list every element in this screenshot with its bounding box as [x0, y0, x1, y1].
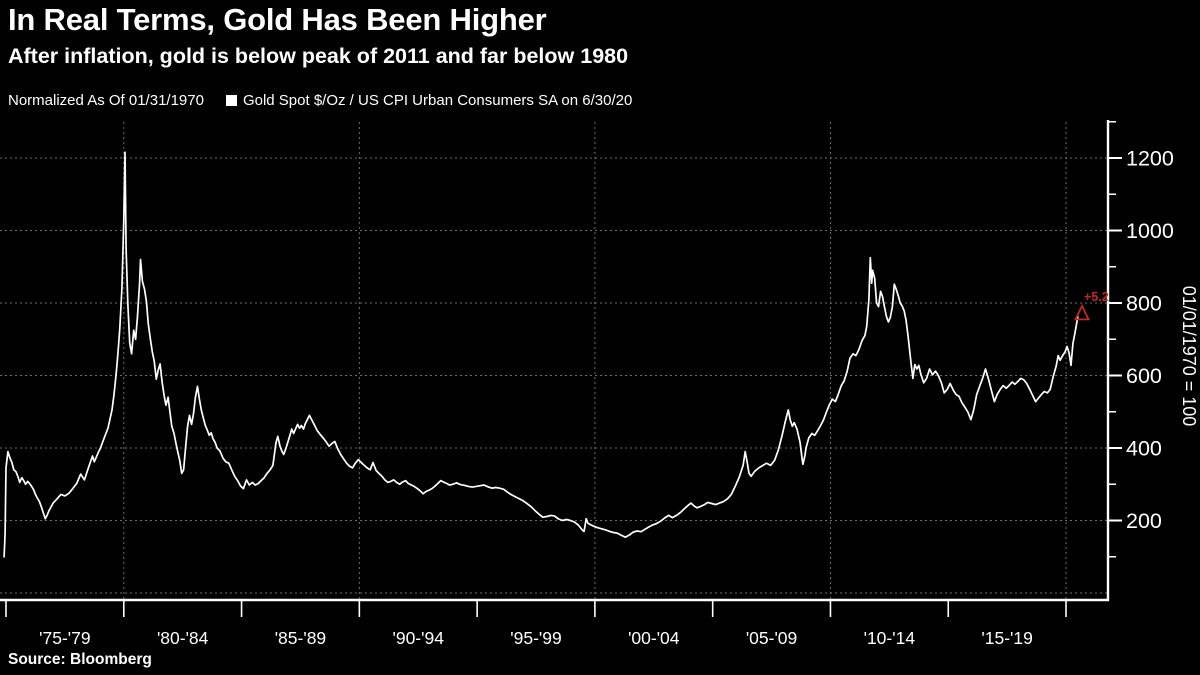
source-label: Source: Bloomberg: [8, 651, 152, 668]
y-axis-major-ticks: [1108, 157, 1122, 522]
page-subtitle: After inflation, gold is below peak of 2…: [8, 44, 629, 68]
y-tick-label: 1000: [1126, 219, 1174, 243]
chart-legend: Normalized As Of 01/31/1970 Gold Spot $/…: [8, 92, 632, 109]
x-tick-label: '15-'19: [981, 628, 1032, 648]
y-tick-label: 600: [1126, 364, 1162, 388]
horizontal-gridlines: [0, 157, 1108, 594]
y-tick-label: 400: [1126, 437, 1162, 461]
x-tick-label: '10-'14: [864, 628, 916, 648]
y-axis-labels: 200 400 600 800 1000 1200: [1126, 147, 1174, 534]
x-axis-ticks: [5, 600, 1067, 617]
x-tick-label: '05-'09: [746, 628, 797, 648]
series-swatch-icon: [225, 95, 237, 106]
latest-point-marker-icon: [1074, 303, 1090, 321]
vertical-gridlines: [123, 122, 1067, 600]
legend-series-item: Gold Spot $/Oz / US CPI Urban Consumers …: [225, 92, 633, 109]
x-tick-label: '90-'94: [393, 628, 445, 648]
gold-real-price-line: [3, 151, 1079, 558]
x-axis-labels: '75-'79 '80-'84 '85-'89 '90-'94 '95-'99 '00-'…: [39, 628, 1033, 648]
y-axis-minor-ticks: [1108, 121, 1116, 558]
x-tick-label: '80-'84: [157, 628, 209, 648]
legend-series-label: Gold Spot $/Oz / US CPI Urban Consumers …: [242, 92, 633, 109]
page-title: In Real Terms, Gold Has Been Higher: [8, 2, 547, 37]
legend-normalized-label: Normalized As Of 01/31/1970: [8, 92, 204, 109]
right-axis-title: 01/01/1970 = 100: [1179, 286, 1199, 427]
x-tick-label: '95-'99: [510, 628, 561, 648]
y-tick-label: 200: [1126, 509, 1162, 533]
x-tick-label: '75-'79: [39, 628, 90, 648]
x-tick-label: '00-'04: [628, 628, 680, 648]
x-tick-label: '85-'89: [275, 628, 326, 648]
y-tick-label: 800: [1126, 292, 1162, 316]
latest-change-label: +5.2: [1084, 290, 1109, 304]
y-tick-label: 1200: [1126, 147, 1174, 171]
